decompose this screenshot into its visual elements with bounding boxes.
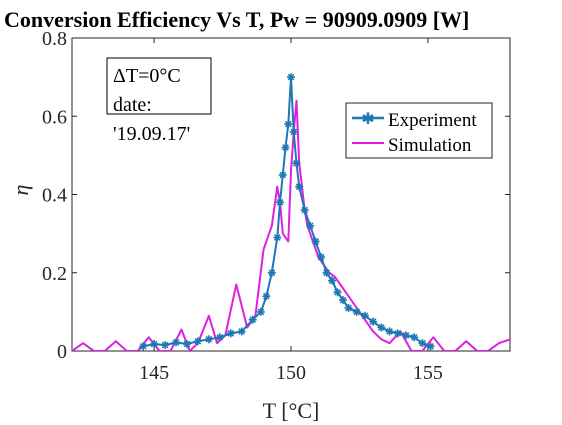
data-point-experiment (369, 317, 378, 326)
data-point-experiment (284, 120, 293, 129)
data-point-experiment (139, 342, 148, 351)
data-point-experiment (150, 339, 159, 348)
data-point-experiment (182, 339, 191, 348)
data-point-experiment (410, 333, 419, 342)
data-point-experiment (204, 335, 213, 344)
data-point-experiment (193, 337, 202, 346)
y-axis-label: η (8, 185, 33, 196)
data-point-experiment (306, 221, 315, 230)
data-point-experiment (426, 342, 435, 351)
data-point-experiment (300, 206, 309, 215)
x-axis-label: T [°C] (263, 398, 320, 423)
data-point-experiment (287, 73, 295, 82)
data-point-experiment (273, 233, 282, 242)
y-tick-label: 0.6 (42, 106, 67, 128)
y-tick-label: 0.4 (42, 185, 67, 207)
data-point-experiment (328, 276, 337, 285)
data-point-experiment (377, 323, 386, 332)
series-line-simulation (72, 99, 510, 351)
data-point-experiment (344, 303, 353, 312)
data-point-experiment (248, 315, 257, 324)
data-point-experiment (289, 127, 298, 136)
legend: ✱ Experiment Simulation (345, 102, 493, 159)
data-point-experiment (281, 143, 290, 152)
legend-label-simulation: Simulation (388, 135, 472, 156)
data-point-experiment (262, 292, 271, 301)
data-point-experiment (295, 182, 304, 191)
data-point-experiment (237, 327, 246, 336)
data-point-experiment (385, 327, 394, 336)
annotation-frame (106, 57, 212, 115)
data-point-experiment (393, 329, 402, 338)
y-tick-label: 0 (57, 341, 67, 363)
legend-marker-experiment: ✱ (361, 109, 374, 128)
data-point-experiment (322, 268, 331, 277)
data-point-experiment (172, 338, 181, 347)
annotation-line-1: ΔT=0°C (113, 65, 181, 87)
data-point-experiment (267, 268, 276, 277)
data-point-experiment (278, 170, 287, 179)
data-point-experiment (161, 341, 170, 350)
data-point-experiment (226, 329, 235, 338)
annotation-line-2: date: (113, 94, 152, 116)
legend-frame (345, 102, 493, 159)
data-point-experiment (401, 331, 410, 340)
data-point-experiment (256, 307, 265, 316)
annotation-line-3: '19.09.17' (113, 123, 190, 145)
annotation-box: ΔT=0°C date: '19.09.17' (106, 57, 212, 145)
data-point-experiment (352, 307, 361, 316)
y-tick-label: 0.2 (42, 263, 67, 285)
data-point-experiment (215, 333, 224, 342)
x-tick-label: 150 (276, 362, 306, 384)
data-point-experiment (276, 198, 285, 207)
data-point-experiment (360, 311, 369, 320)
data-point-experiment (339, 296, 348, 305)
data-point-experiment (311, 237, 320, 246)
x-tick-label: 145 (139, 362, 169, 384)
series-layer (72, 73, 510, 351)
x-tick-label: 155 (413, 362, 443, 384)
tick-labels: 145 150 155 0 0.2 0.4 0.6 0.8 (42, 28, 443, 384)
data-point-experiment (333, 288, 342, 297)
legend-label-experiment: Experiment (388, 110, 477, 131)
data-point-experiment (317, 253, 326, 262)
data-point-experiment (418, 339, 427, 348)
data-point-experiment (292, 159, 301, 168)
y-tick-label: 0.8 (42, 28, 67, 50)
chart-title: Conversion Efficiency Vs T, Pw = 90909.0… (4, 7, 469, 32)
